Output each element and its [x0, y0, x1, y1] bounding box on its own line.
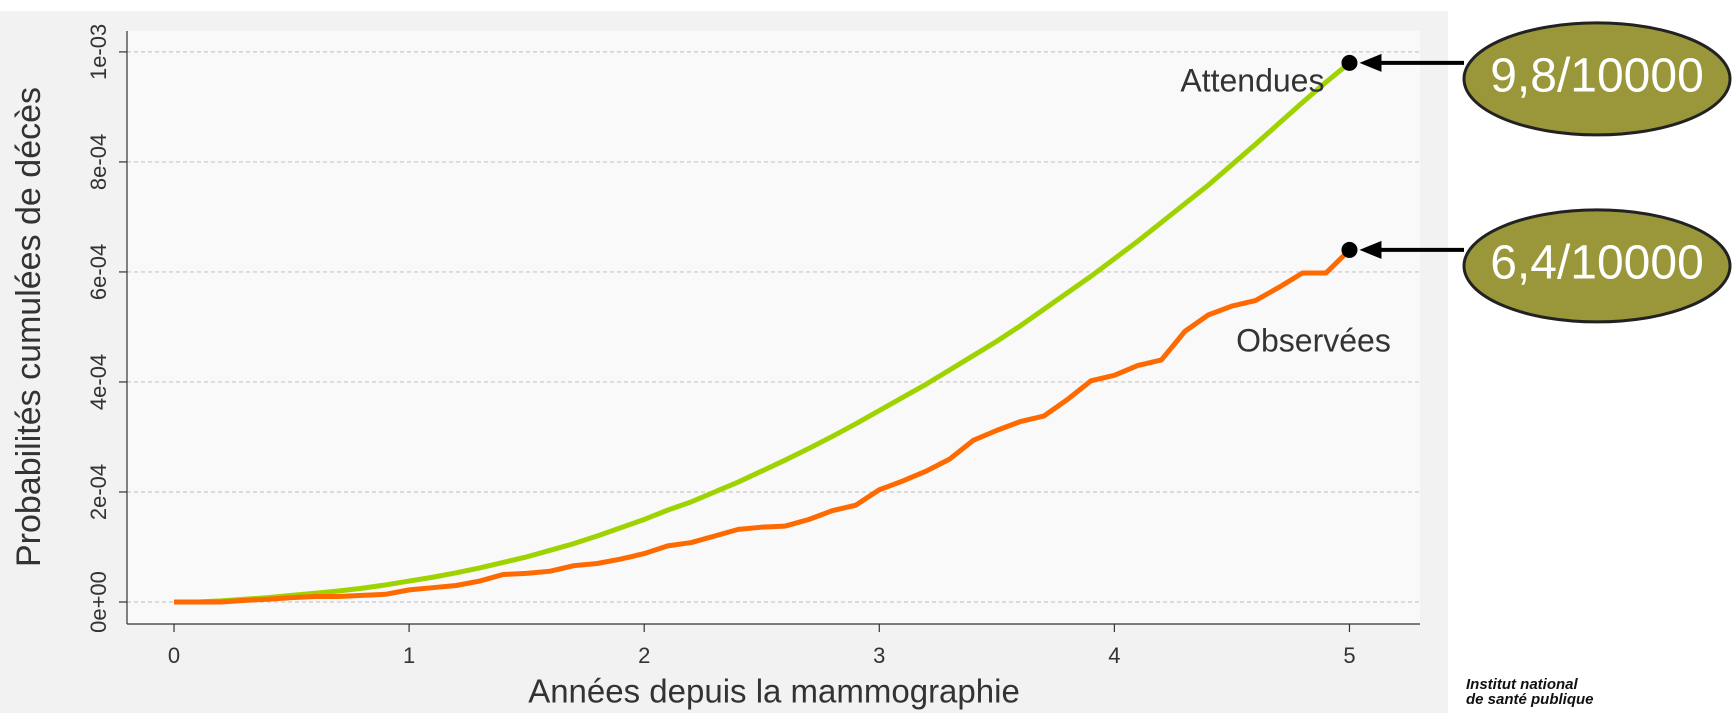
y-tick-label: 8e-04 — [86, 134, 111, 190]
logo-text: de santé publique — [1466, 691, 1594, 708]
series-line — [174, 60, 1352, 605]
y-tick-label: 2e-04 — [86, 464, 111, 520]
annotation-text: 6,4/10000 — [1490, 237, 1704, 290]
y-tick-label: 6e-04 — [86, 244, 111, 300]
end-point — [1341, 54, 1358, 71]
series-label: Attendues — [1180, 62, 1324, 98]
x-tick-label: 0 — [168, 643, 180, 668]
y-axis-title: Probabilités cumulées de décès — [10, 87, 48, 567]
series-label: Observées — [1236, 322, 1391, 358]
series-line — [174, 248, 1352, 605]
annotation-bubble — [1462, 21, 1732, 137]
annotation-bubble — [1462, 208, 1732, 324]
plot-area — [127, 31, 1420, 624]
logo-text: Institut national — [1466, 676, 1578, 693]
x-tick-label: 1 — [403, 643, 415, 668]
annotation-text: 9,8/10000 — [1490, 50, 1704, 103]
x-tick-label: 4 — [1108, 643, 1120, 668]
end-point — [1341, 241, 1358, 258]
x-tick-label: 3 — [873, 643, 885, 668]
y-tick-label: 0e+00 — [86, 571, 111, 633]
x-tick-label: 2 — [638, 643, 650, 668]
y-tick-label: 4e-04 — [86, 354, 111, 410]
y-tick-label: 1e-03 — [86, 24, 111, 80]
x-tick-label: 5 — [1343, 643, 1355, 668]
arrow-head — [1359, 240, 1382, 259]
x-axis-title: Années depuis la mammographie — [528, 673, 1020, 710]
arrow-head — [1359, 53, 1382, 72]
